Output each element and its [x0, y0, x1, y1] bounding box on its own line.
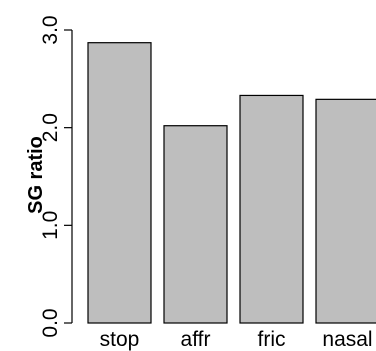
bar-stop — [87, 42, 152, 324]
x-tick-label-stop: stop — [100, 328, 140, 351]
bar-affr — [163, 125, 228, 324]
y-axis-title: SG ratio — [25, 136, 47, 214]
y-tick-label-3: 3.0 — [39, 15, 62, 44]
x-tick-label-nasal: nasal — [322, 328, 372, 351]
x-tick-label-fric: fric — [258, 328, 286, 351]
bar-fric — [239, 94, 304, 324]
y-axis: 0.0 1.0 2.0 3.0 — [39, 15, 73, 338]
y-tick-label-0: 0.0 — [39, 308, 62, 337]
bar-nasal — [315, 98, 376, 324]
bars-group — [87, 42, 376, 324]
y-tick-label-2: 2.0 — [39, 113, 62, 142]
x-tick-label-affr: affr — [181, 328, 211, 351]
x-axis-labels: stop affr fric nasal — [100, 328, 373, 351]
y-tick-label-1: 1.0 — [39, 211, 62, 240]
